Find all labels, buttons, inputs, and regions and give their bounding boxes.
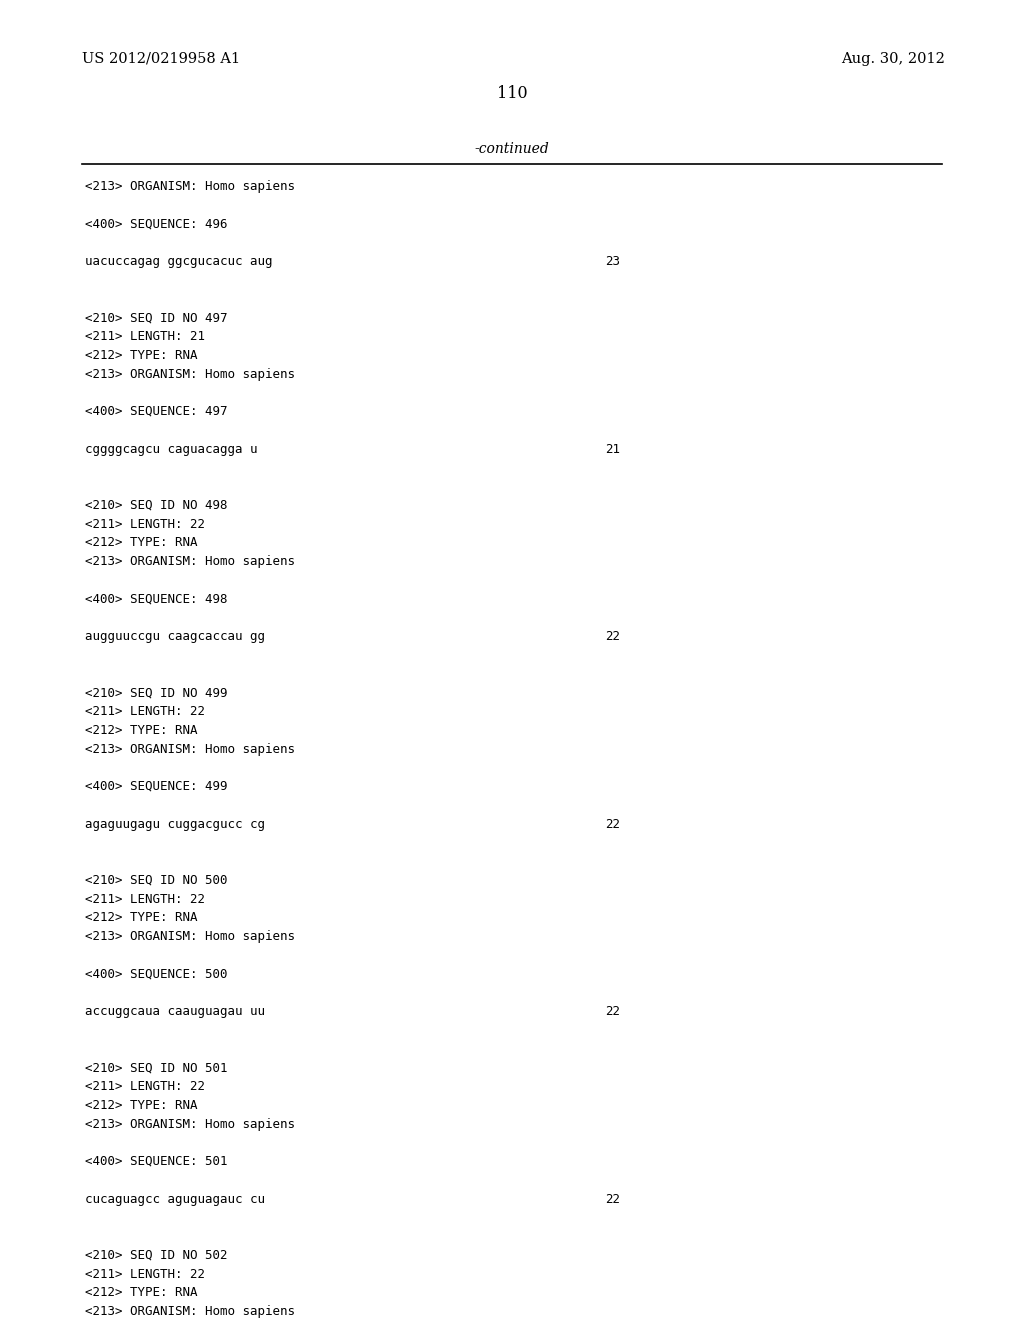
Text: uacuccagag ggcgucacuc aug: uacuccagag ggcgucacuc aug	[85, 255, 272, 268]
Text: <400> SEQUENCE: 499: <400> SEQUENCE: 499	[85, 780, 227, 793]
Text: 22: 22	[605, 1005, 620, 1018]
Text: -continued: -continued	[475, 143, 549, 156]
Text: <400> SEQUENCE: 500: <400> SEQUENCE: 500	[85, 968, 227, 981]
Text: <210> SEQ ID NO 499: <210> SEQ ID NO 499	[85, 686, 227, 700]
Text: <213> ORGANISM: Homo sapiens: <213> ORGANISM: Homo sapiens	[85, 1305, 295, 1317]
Text: <210> SEQ ID NO 502: <210> SEQ ID NO 502	[85, 1249, 227, 1262]
Text: <400> SEQUENCE: 498: <400> SEQUENCE: 498	[85, 593, 227, 606]
Text: <212> TYPE: RNA: <212> TYPE: RNA	[85, 348, 198, 362]
Text: <211> LENGTH: 22: <211> LENGTH: 22	[85, 892, 205, 906]
Text: <212> TYPE: RNA: <212> TYPE: RNA	[85, 1098, 198, 1111]
Text: <213> ORGANISM: Homo sapiens: <213> ORGANISM: Homo sapiens	[85, 1118, 295, 1130]
Text: <213> ORGANISM: Homo sapiens: <213> ORGANISM: Homo sapiens	[85, 367, 295, 380]
Text: <213> ORGANISM: Homo sapiens: <213> ORGANISM: Homo sapiens	[85, 931, 295, 942]
Text: <210> SEQ ID NO 498: <210> SEQ ID NO 498	[85, 499, 227, 512]
Text: cucaguagcc aguguagauc cu: cucaguagcc aguguagauc cu	[85, 1192, 265, 1205]
Text: <211> LENGTH: 22: <211> LENGTH: 22	[85, 517, 205, 531]
Text: 22: 22	[605, 1192, 620, 1205]
Text: Aug. 30, 2012: Aug. 30, 2012	[841, 51, 945, 66]
Text: 22: 22	[605, 630, 620, 643]
Text: 21: 21	[605, 442, 620, 455]
Text: 22: 22	[605, 817, 620, 830]
Text: <400> SEQUENCE: 497: <400> SEQUENCE: 497	[85, 405, 227, 418]
Text: <210> SEQ ID NO 497: <210> SEQ ID NO 497	[85, 312, 227, 325]
Text: <210> SEQ ID NO 500: <210> SEQ ID NO 500	[85, 874, 227, 887]
Text: agaguugagu cuggacgucc cg: agaguugagu cuggacgucc cg	[85, 817, 265, 830]
Text: augguuccgu caagcaccau gg: augguuccgu caagcaccau gg	[85, 630, 265, 643]
Text: <211> LENGTH: 22: <211> LENGTH: 22	[85, 1267, 205, 1280]
Text: <400> SEQUENCE: 501: <400> SEQUENCE: 501	[85, 1155, 227, 1168]
Text: <212> TYPE: RNA: <212> TYPE: RNA	[85, 911, 198, 924]
Text: <211> LENGTH: 22: <211> LENGTH: 22	[85, 705, 205, 718]
Text: <211> LENGTH: 22: <211> LENGTH: 22	[85, 1080, 205, 1093]
Text: US 2012/0219958 A1: US 2012/0219958 A1	[82, 51, 240, 66]
Text: <213> ORGANISM: Homo sapiens: <213> ORGANISM: Homo sapiens	[85, 742, 295, 755]
Text: <212> TYPE: RNA: <212> TYPE: RNA	[85, 723, 198, 737]
Text: <212> TYPE: RNA: <212> TYPE: RNA	[85, 1286, 198, 1299]
Text: <213> ORGANISM: Homo sapiens: <213> ORGANISM: Homo sapiens	[85, 180, 295, 193]
Text: 110: 110	[497, 84, 527, 102]
Text: <213> ORGANISM: Homo sapiens: <213> ORGANISM: Homo sapiens	[85, 554, 295, 568]
Text: <400> SEQUENCE: 496: <400> SEQUENCE: 496	[85, 218, 227, 231]
Text: <212> TYPE: RNA: <212> TYPE: RNA	[85, 536, 198, 549]
Text: accuggcaua caauguagau uu: accuggcaua caauguagau uu	[85, 1005, 265, 1018]
Text: cggggcagcu caguacagga u: cggggcagcu caguacagga u	[85, 442, 257, 455]
Text: <211> LENGTH: 21: <211> LENGTH: 21	[85, 330, 205, 343]
Text: 23: 23	[605, 255, 620, 268]
Text: <210> SEQ ID NO 501: <210> SEQ ID NO 501	[85, 1061, 227, 1074]
